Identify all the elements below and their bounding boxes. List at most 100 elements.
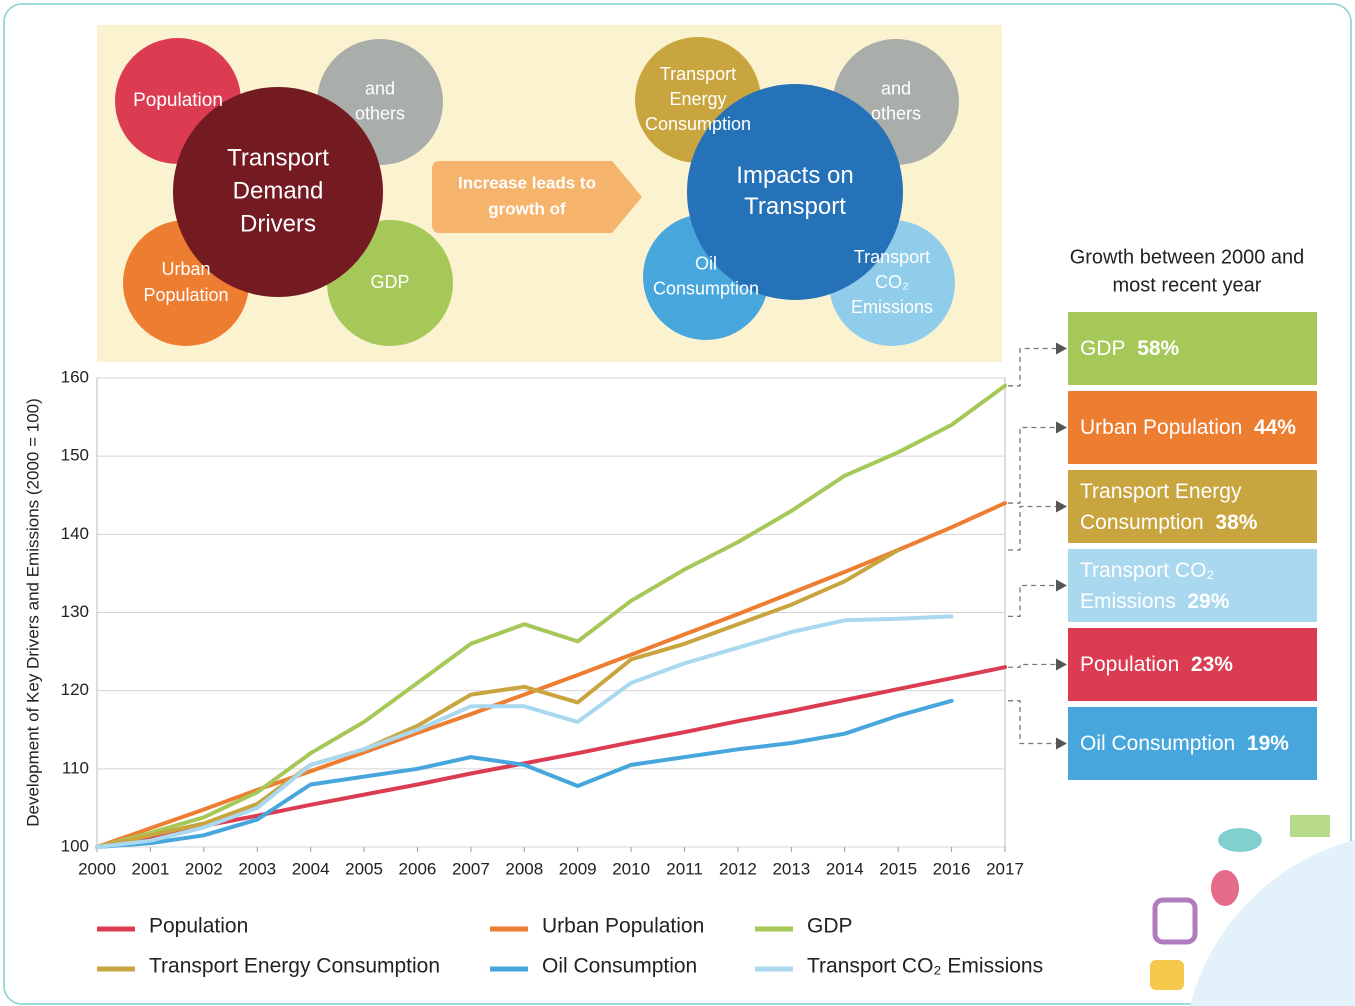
connector-arrow (1056, 658, 1067, 671)
connector-arrow (1056, 342, 1067, 355)
node-circle (173, 87, 383, 297)
legend-label: Transport Energy Consumption (149, 955, 440, 978)
x-tick-label: 2009 (559, 859, 597, 878)
growth-label-text: GDP 58% (1080, 333, 1179, 364)
growth-value: 44% (1253, 416, 1296, 439)
x-tick-label: 2006 (399, 859, 437, 878)
x-tick-label: 2014 (826, 859, 864, 878)
growth-label-text: Transport CO₂ Emissions 29% (1080, 555, 1312, 617)
x-tick-label: 2010 (612, 859, 650, 878)
x-tick-label: 2004 (292, 859, 330, 878)
x-tick-label: 2000 (78, 859, 116, 878)
x-tick-label: 2012 (719, 859, 757, 878)
x-tick-label: 2002 (185, 859, 223, 878)
x-tick-label: 2001 (131, 859, 169, 878)
growth-name: Population (1080, 653, 1180, 676)
growth-label-text: Urban Population 44% (1080, 412, 1296, 443)
growth-value: 23% (1190, 653, 1233, 676)
growth-title: most recent year (1113, 274, 1262, 296)
legend-label: Oil Consumption (542, 955, 697, 978)
x-tick-label: 2015 (879, 859, 917, 878)
connector (1008, 505, 1056, 551)
connector (1008, 584, 1056, 618)
node-label: Urban (161, 259, 210, 279)
y-tick-label: 110 (62, 758, 89, 777)
growth-label: Oil Consumption 19% (1080, 707, 1312, 780)
growth-label: Transport CO₂ Emissions 29% (1080, 549, 1312, 622)
growth-value: 19% (1246, 732, 1289, 755)
growth-name: GDP (1080, 337, 1126, 360)
growth-value: 58% (1137, 337, 1180, 360)
node-label: and (881, 78, 911, 98)
growth-box (1068, 312, 1317, 385)
connector-arrow (1056, 579, 1067, 592)
growth-label: Transport Energy Consumption 38% (1080, 470, 1312, 543)
growth-name: Oil Consumption (1080, 732, 1236, 755)
growth-value: 38% (1215, 510, 1258, 534)
arrow-label: growth of (488, 199, 566, 218)
node-circle (687, 84, 903, 300)
y-tick-label: 130 (61, 602, 89, 621)
x-tick-label: 2016 (933, 859, 971, 878)
series-line (95, 698, 954, 849)
growth-box (1068, 391, 1317, 464)
x-tick-label: 2013 (772, 859, 810, 878)
series-line (95, 383, 1007, 849)
node-label: Consumption (645, 114, 751, 134)
series-line (95, 665, 1007, 849)
growth-label: Urban Population 44% (1080, 391, 1312, 464)
x-tick-label: 2007 (452, 859, 490, 878)
growth-label: GDP 58% (1080, 312, 1312, 385)
frame (3, 3, 1352, 1005)
node-label: others (871, 103, 921, 123)
node-label: Transport (744, 193, 846, 220)
series-line (95, 548, 901, 849)
x-tick-label: 2011 (666, 859, 703, 878)
series-line (95, 614, 954, 849)
legend-label: Population (149, 915, 248, 938)
arrow-label: Increase leads to (458, 173, 596, 192)
node-label: Transport (660, 64, 736, 84)
growth-text: Urban Population 44% (1080, 391, 1312, 464)
node-label: Emissions (851, 297, 933, 317)
growth-box (1068, 549, 1317, 622)
growth-text: Transport CO₂ Emissions 29% (1080, 549, 1312, 622)
growth-label-text: Population 23% (1080, 649, 1233, 680)
y-axis-label: Development of Key Drivers and Emissions… (23, 398, 42, 827)
node-label: Population (143, 285, 228, 305)
node-label: Impacts on (736, 162, 853, 189)
legend-label: GDP (807, 915, 853, 938)
node-label: others (355, 103, 405, 123)
growth-text: Transport Energy Consumption 38% (1080, 470, 1312, 543)
connector (1008, 700, 1056, 745)
growth-label: Population 23% (1080, 628, 1312, 701)
connector-arrow (1056, 500, 1067, 513)
legend-label: Transport CO₂ Emissions (807, 955, 1043, 978)
node-label: CO₂ (875, 272, 909, 292)
growth-box (1068, 470, 1317, 543)
growth-name: Urban Population (1080, 416, 1243, 439)
growth-text: GDP 58% (1080, 312, 1312, 385)
connector-arrow (1056, 421, 1067, 434)
node-label: Oil (695, 253, 717, 273)
legend-label: Urban Population (542, 915, 704, 938)
growth-label-text: Oil Consumption 19% (1080, 728, 1289, 759)
growth-value: 29% (1187, 589, 1230, 613)
y-tick-label: 150 (61, 446, 89, 465)
connector (1008, 347, 1056, 387)
growth-name: Transport CO₂ Emissions (1080, 558, 1215, 613)
node-label: and (365, 78, 395, 98)
y-tick-label: 140 (61, 524, 89, 543)
connector (1008, 663, 1056, 668)
node-label: GDP (370, 272, 409, 292)
decoration-arc (1190, 840, 1355, 1006)
x-tick-label: 2005 (345, 859, 383, 878)
y-tick-label: 120 (61, 680, 89, 699)
connector (1008, 426, 1056, 504)
growth-box (1068, 628, 1317, 701)
node-label: Demand (233, 177, 324, 204)
node-label: Consumption (653, 278, 759, 298)
growth-label-text: Transport Energy Consumption 38% (1080, 476, 1312, 538)
growth-box (1068, 707, 1317, 780)
